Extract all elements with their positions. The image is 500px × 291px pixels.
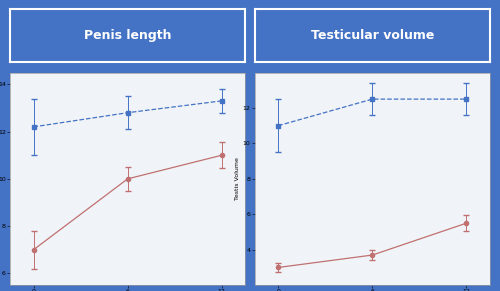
- Text: Penis length: Penis length: [84, 29, 172, 42]
- Y-axis label: Testis Volume: Testis Volume: [235, 157, 240, 200]
- Text: Testicular volume: Testicular volume: [310, 29, 434, 42]
